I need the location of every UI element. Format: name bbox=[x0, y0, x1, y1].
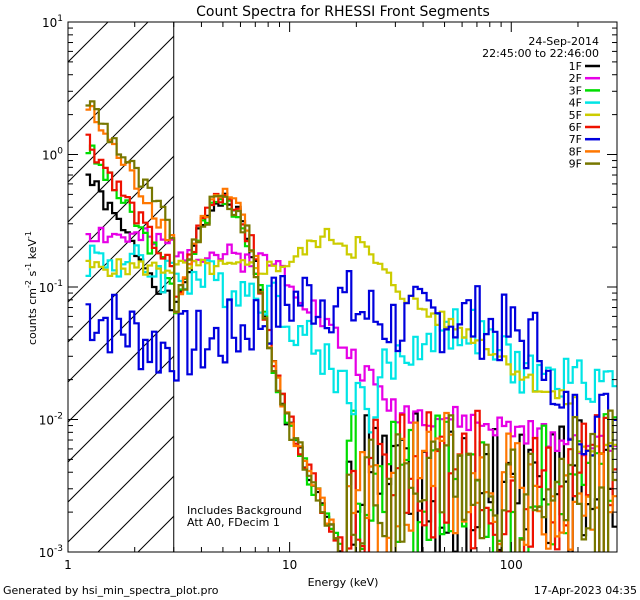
legend-label-4F: 4F bbox=[569, 97, 582, 110]
series-layer bbox=[85, 100, 617, 552]
legend-label-3F: 3F bbox=[569, 84, 582, 97]
y-tick-label: 10-2 bbox=[39, 412, 63, 428]
series-2F bbox=[85, 226, 617, 457]
y-tick-label: 100 bbox=[42, 147, 63, 163]
y-tick-label: 10-1 bbox=[39, 279, 63, 295]
ylabel-exp: -2 bbox=[24, 280, 33, 288]
y-tick-base: 10 bbox=[42, 149, 57, 163]
y-tick-exp: -2 bbox=[54, 412, 63, 422]
y-tick-exp: -3 bbox=[54, 544, 63, 554]
x-tick-label: 100 bbox=[500, 558, 523, 572]
hatched-region bbox=[68, 22, 640, 552]
y-tick-base: 10 bbox=[39, 546, 54, 560]
y-tick-label: 10-3 bbox=[39, 544, 63, 560]
footer-generated-by: Generated by hsi_min_spectra_plot.pro bbox=[3, 584, 219, 597]
legend-time-range: 22:45:00 to 22:46:00 bbox=[482, 47, 599, 60]
legend-label-9F: 9F bbox=[569, 158, 582, 171]
legend-label-1F: 1F bbox=[569, 60, 582, 73]
ylabel-part: counts cm bbox=[26, 288, 39, 345]
x-axis-label: Energy (keV) bbox=[308, 576, 379, 589]
legend-label-8F: 8F bbox=[569, 145, 582, 158]
series-9F bbox=[85, 100, 617, 552]
annotation-background: Includes Background bbox=[187, 504, 302, 517]
y-tick-base: 10 bbox=[39, 414, 54, 428]
legend-date: 24-Sep-2014 bbox=[528, 35, 599, 48]
legend-label-5F: 5F bbox=[569, 109, 582, 122]
annotation-attenuator: Att A0, FDecim 1 bbox=[187, 516, 280, 529]
legend-label-6F: 6F bbox=[569, 121, 582, 134]
ylabel-part: s bbox=[26, 270, 39, 279]
y-tick-exp: -1 bbox=[54, 279, 63, 289]
x-tick-label: 1 bbox=[64, 558, 72, 572]
x-tick-label: 10 bbox=[282, 558, 297, 572]
ylabel-part: keV bbox=[26, 239, 39, 263]
hatch-line bbox=[68, 435, 174, 543]
ylabel-exp: -1 bbox=[24, 231, 33, 239]
chart-title: Count Spectra for RHESSI Front Segments bbox=[196, 4, 490, 20]
legend-label-7F: 7F bbox=[569, 133, 582, 146]
hatch-line bbox=[68, 195, 174, 303]
y-axis-label: counts cm-2 s-1 keV-1 bbox=[24, 231, 39, 345]
hatch-line bbox=[68, 235, 174, 343]
hatch-line bbox=[68, 395, 174, 503]
ylabel-exp: -1 bbox=[24, 263, 33, 271]
hatch-line bbox=[68, 275, 174, 383]
hatch-line bbox=[68, 75, 174, 183]
y-tick-base: 10 bbox=[42, 16, 57, 30]
legend-label-2F: 2F bbox=[569, 72, 582, 85]
hatch-line bbox=[618, 22, 640, 552]
y-tick-label: 101 bbox=[42, 14, 63, 30]
legend: 24-Sep-2014 22:45:00 to 22:46:00 1F2F3F4… bbox=[482, 35, 600, 171]
footer-timestamp: 17-Apr-2023 04:35 bbox=[534, 584, 637, 597]
y-tick-base: 10 bbox=[39, 281, 54, 295]
y-tick-exp: 1 bbox=[57, 14, 63, 24]
y-tick-exp: 0 bbox=[57, 147, 63, 157]
series-7F bbox=[85, 270, 617, 457]
hatch-lines bbox=[68, 22, 640, 552]
